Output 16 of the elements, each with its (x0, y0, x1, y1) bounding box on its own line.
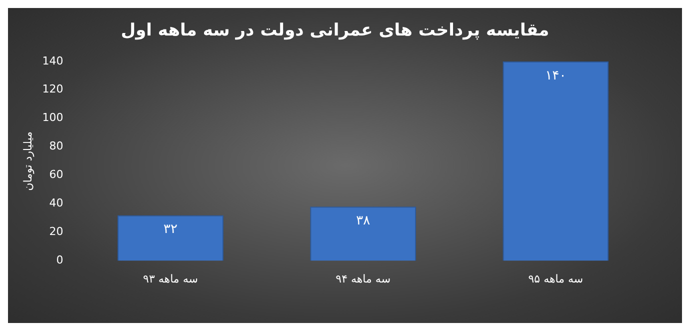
y-tick-label: 80 (49, 140, 64, 153)
data-label: ۳۸ (356, 214, 370, 229)
data-label: ۱۴۰ (545, 68, 566, 84)
y-tick-label: 100 (42, 111, 64, 124)
y-tick-label: 0 (56, 254, 64, 267)
y-tick-label: 60 (49, 168, 64, 182)
y-tick-label: 120 (42, 82, 64, 96)
y-tick-label: 40 (49, 196, 64, 210)
x-tick-label: سه ماهه ۹۳ (143, 272, 198, 286)
x-tick-label: سه ماهه ۹۴ (336, 272, 391, 286)
y-tick-label: 20 (49, 225, 64, 238)
chart-title: مقایسه پرداخت های عمرانی دولت در سه ماهه اول (120, 20, 550, 41)
y-tick-label: 140 (42, 54, 64, 68)
data-label: ۳۲ (164, 222, 178, 238)
x-tick-label: سه ماهه ۹۵ (528, 272, 584, 286)
y-axis-title: میلیارد تومان (21, 131, 34, 191)
